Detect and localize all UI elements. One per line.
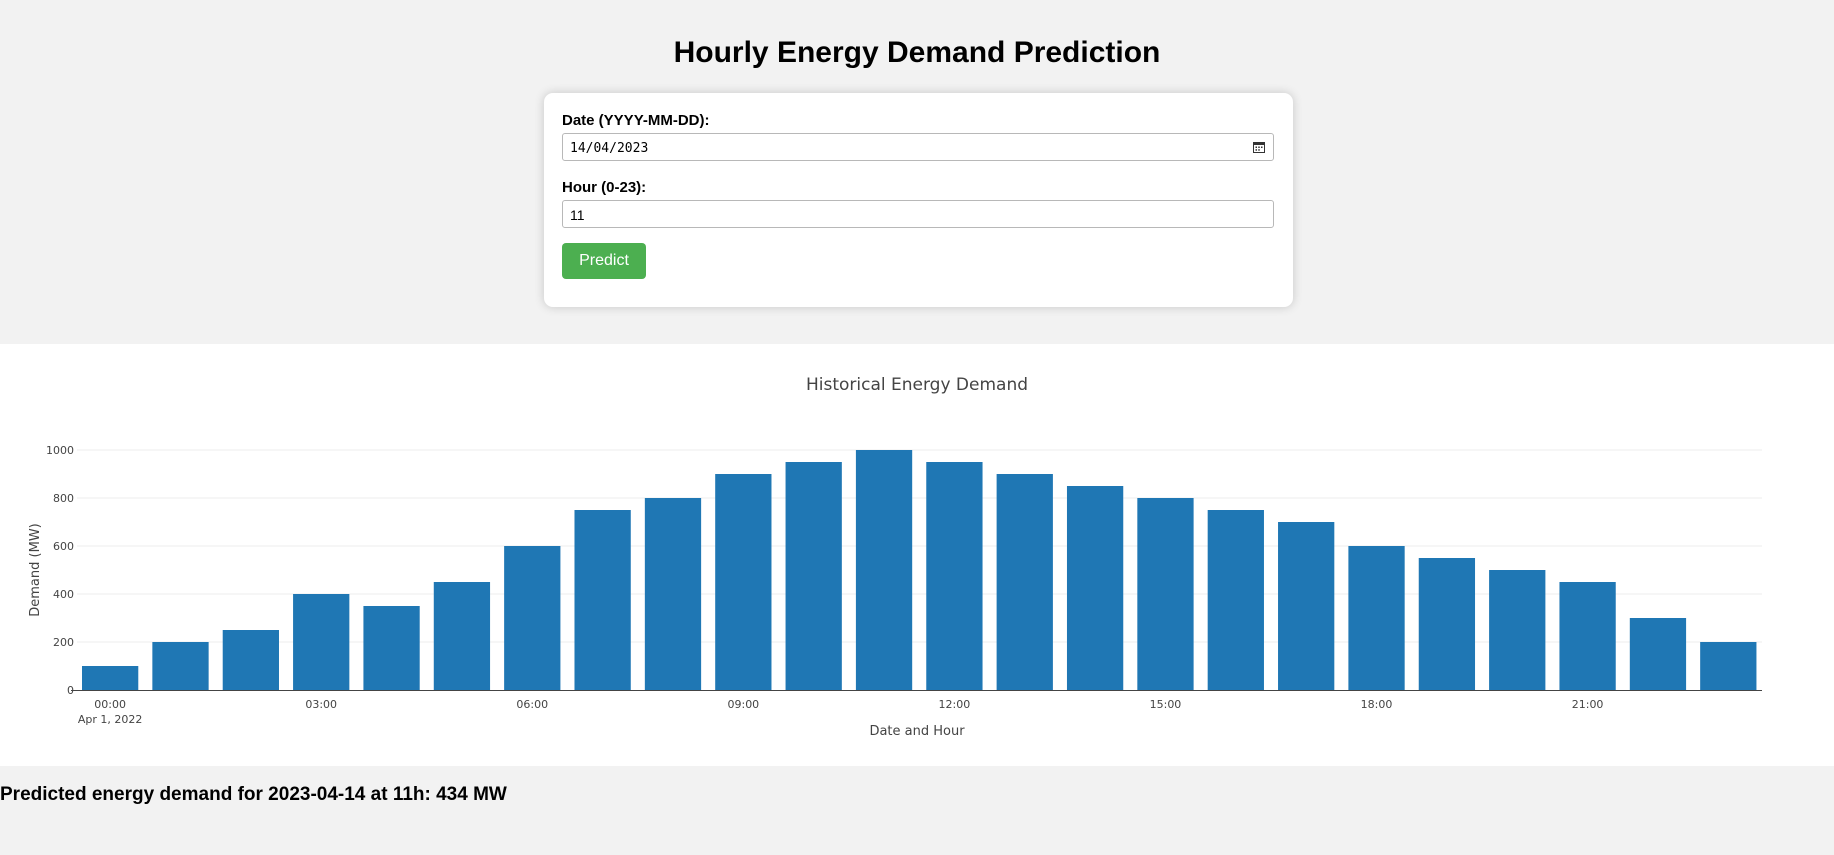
bar-01:00 (152, 642, 209, 690)
x-tick-label: 09:00 (727, 698, 759, 711)
bar-11:00 (855, 450, 913, 690)
hour-input[interactable]: 11 (562, 200, 1274, 228)
y-tick-label: 0 (67, 684, 74, 697)
bar-06:00 (504, 546, 561, 690)
y-tick-label: 200 (53, 636, 74, 649)
predict-button[interactable]: Predict (562, 243, 646, 279)
date-label: Date (YYYY-MM-DD): (562, 112, 710, 129)
bar-22:00 (1629, 618, 1687, 690)
page-title: Hourly Energy Demand Prediction (673, 36, 1161, 69)
bar-14:00 (1066, 486, 1124, 690)
x-tick-label: 06:00 (516, 698, 548, 711)
hour-input-value: 11 (570, 207, 585, 223)
y-tick-label: 800 (53, 492, 74, 505)
bar-05:00 (433, 582, 491, 690)
bar-19:00 (1418, 558, 1476, 690)
historical-demand-chart: Historical Energy Demand 0 200 400 600 800 100… (0, 344, 1834, 766)
y-tick-label: 1000 (46, 444, 74, 457)
x-axis-title: Date and Hour (869, 724, 965, 739)
bar-08:00 (644, 498, 702, 690)
x-tick-label: 21:00 (1572, 698, 1604, 711)
bar-03:00 (293, 594, 350, 690)
x-tick-label: 03:00 (305, 698, 337, 711)
bar-17:00 (1278, 522, 1335, 690)
prediction-result: Predicted energy demand for 2023-04-14 a… (0, 784, 507, 805)
bar-16:00 (1207, 510, 1264, 690)
chart-svg: Historical Energy Demand 0 200 400 600 800 100… (28, 375, 1762, 739)
calendar-icon[interactable] (1253, 141, 1265, 153)
bar-15:00 (1137, 498, 1194, 690)
bar-18:00 (1348, 546, 1405, 690)
bar-12:00 (926, 462, 983, 690)
bar-07:00 (574, 510, 631, 690)
y-axis-title: Demand (MW) (28, 523, 43, 616)
bar-00:00 (82, 666, 139, 690)
bar-10:00 (785, 462, 842, 690)
bar-20:00 (1489, 570, 1546, 690)
chart-title: Historical Energy Demand (806, 375, 1028, 395)
date-input-value: 14/04/2023 (570, 141, 649, 156)
bar-21:00 (1559, 582, 1616, 690)
x-tick-label: 15:00 (1150, 698, 1182, 711)
hour-label: Hour (0-23): (562, 179, 647, 196)
x-tick-label: 18:00 (1361, 698, 1393, 711)
bar-09:00 (715, 474, 772, 690)
bar-23:00 (1700, 642, 1757, 690)
bar-13:00 (996, 474, 1053, 690)
bar-04:00 (363, 606, 420, 690)
x-tick-label: 00:00 (94, 698, 126, 711)
bar-02:00 (222, 630, 279, 690)
y-tick-label: 400 (53, 588, 74, 601)
date-input[interactable]: 14/04/2023 (562, 133, 1274, 161)
prediction-form: Date (YYYY-MM-DD): 14/04/2023 Hour (0-23… (544, 93, 1293, 307)
x-date-label: Apr 1, 2022 (78, 713, 143, 726)
x-tick-label: 12:00 (939, 698, 971, 711)
y-tick-label: 600 (53, 540, 74, 553)
